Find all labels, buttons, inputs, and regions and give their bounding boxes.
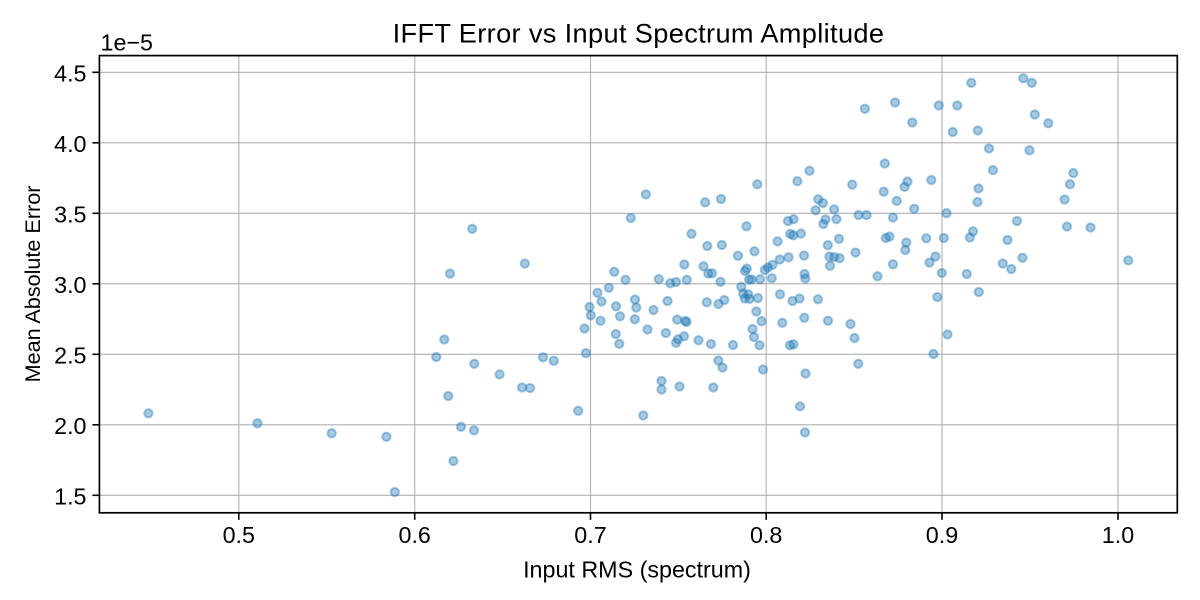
svg-text:0.7: 0.7: [574, 522, 606, 548]
svg-text:3.5: 3.5: [54, 201, 86, 227]
svg-text:1.5: 1.5: [54, 483, 86, 509]
svg-text:0.9: 0.9: [926, 522, 958, 548]
svg-text:IFFT Error vs Input Spectrum A: IFFT Error vs Input Spectrum Amplitude: [393, 17, 885, 48]
svg-text:1e−5: 1e−5: [101, 29, 153, 55]
svg-text:1.0: 1.0: [1102, 522, 1134, 548]
svg-text:4.0: 4.0: [54, 131, 86, 157]
svg-text:4.5: 4.5: [54, 60, 86, 86]
svg-text:2.5: 2.5: [54, 342, 86, 368]
svg-text:0.8: 0.8: [750, 522, 782, 548]
svg-text:0.6: 0.6: [399, 522, 431, 548]
svg-text:0.5: 0.5: [223, 522, 255, 548]
svg-text:Input RMS (spectrum): Input RMS (spectrum): [523, 557, 751, 583]
svg-text:2.0: 2.0: [54, 413, 86, 439]
svg-text:Mean Absolute Error: Mean Absolute Error: [20, 186, 45, 383]
svg-text:3.0: 3.0: [54, 272, 86, 298]
